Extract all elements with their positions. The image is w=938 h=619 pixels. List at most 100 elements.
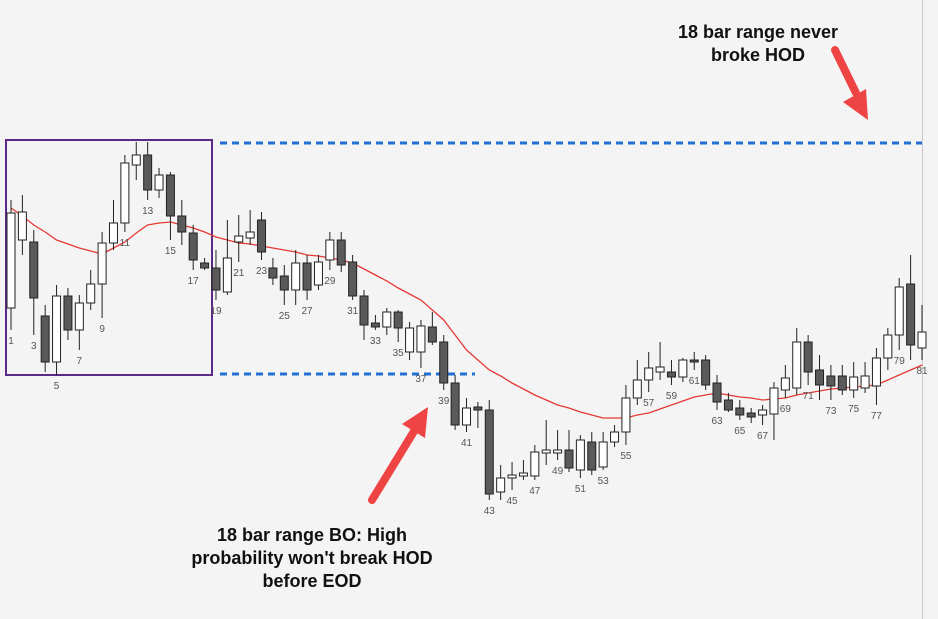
candle-body bbox=[837, 375, 847, 391]
candle-body bbox=[792, 341, 802, 389]
x-tick-label: 75 bbox=[848, 404, 860, 415]
x-tick-label: 9 bbox=[99, 324, 105, 335]
x-tick-label: 81 bbox=[916, 366, 928, 377]
candle-body bbox=[666, 371, 676, 378]
candle-body bbox=[769, 387, 779, 415]
candle-body bbox=[234, 235, 244, 243]
x-tick-label: 19 bbox=[210, 306, 222, 317]
annotation-bottom: 18 bar range BO: High probability won't … bbox=[191, 525, 432, 591]
candle-body bbox=[587, 441, 597, 471]
candle-body bbox=[17, 211, 27, 241]
x-tick-label: 39 bbox=[438, 396, 450, 407]
candle-body bbox=[245, 231, 255, 239]
candle-body bbox=[712, 382, 722, 403]
arrow-shaft bbox=[831, 46, 860, 97]
x-tick-label: 79 bbox=[894, 356, 906, 367]
x-tick-label: 61 bbox=[689, 376, 701, 387]
candle-body bbox=[815, 369, 825, 386]
x-tick-label: 15 bbox=[165, 246, 177, 257]
x-tick-label: 1 bbox=[8, 336, 14, 347]
candle-body bbox=[177, 215, 187, 233]
candle-body bbox=[803, 341, 813, 373]
candle-body bbox=[325, 239, 335, 261]
candle-body bbox=[97, 242, 107, 285]
candle-body bbox=[780, 377, 790, 391]
annotation-line: probability won't break HOD bbox=[191, 548, 432, 568]
candle-body bbox=[370, 322, 380, 328]
candle-body bbox=[200, 262, 210, 269]
candle-body bbox=[40, 315, 50, 363]
annotation-top: 18 bar range never broke HOD bbox=[678, 22, 838, 65]
candle-body bbox=[894, 286, 904, 336]
annotation-line: before EOD bbox=[262, 571, 361, 591]
arrow bbox=[831, 46, 868, 120]
x-tick-label: 29 bbox=[324, 276, 336, 287]
candle-body bbox=[530, 451, 540, 477]
candle-body bbox=[188, 232, 198, 261]
candle-body bbox=[598, 441, 608, 468]
x-tick-label: 17 bbox=[188, 276, 200, 287]
x-tick-label: 47 bbox=[529, 486, 541, 497]
candle-body bbox=[257, 219, 267, 253]
x-tick-label: 37 bbox=[415, 374, 427, 385]
x-tick-label: 55 bbox=[620, 451, 632, 462]
candle-body bbox=[450, 382, 460, 426]
arrow-head bbox=[402, 407, 428, 438]
candle-body bbox=[462, 407, 471, 426]
candle-body bbox=[416, 325, 426, 353]
candle-body bbox=[564, 449, 574, 469]
candle-body bbox=[621, 397, 631, 433]
x-tick-label: 3 bbox=[31, 341, 37, 352]
annotation-line: 18 bar range BO: High bbox=[217, 525, 407, 545]
candle-body bbox=[313, 261, 323, 286]
x-tick-label: 41 bbox=[461, 438, 473, 449]
candle-body bbox=[610, 431, 620, 443]
candle-body bbox=[143, 154, 153, 191]
x-tick-label: 35 bbox=[393, 348, 405, 359]
candle-body bbox=[29, 241, 39, 299]
candle-body bbox=[541, 449, 551, 454]
annotation-line: broke HOD bbox=[711, 45, 805, 65]
candle-body bbox=[575, 439, 585, 471]
x-tick-label: 49 bbox=[552, 466, 564, 477]
candle-body bbox=[849, 376, 859, 391]
candle-body bbox=[359, 295, 369, 326]
x-tick-label: 65 bbox=[734, 426, 746, 437]
candle-body bbox=[222, 257, 232, 293]
x-tick-label: 69 bbox=[780, 404, 792, 415]
x-tick-label: 73 bbox=[825, 406, 837, 417]
candle-body bbox=[701, 359, 711, 386]
candle-body bbox=[6, 212, 16, 309]
x-tick-label: 25 bbox=[279, 311, 291, 322]
candle-body bbox=[689, 359, 699, 363]
candle-body bbox=[63, 295, 73, 331]
candle-body bbox=[883, 334, 893, 359]
candle-body bbox=[291, 262, 301, 291]
x-tick-label: 45 bbox=[506, 496, 518, 507]
candle-body bbox=[268, 267, 278, 279]
candle-body bbox=[553, 449, 563, 454]
candle-body bbox=[382, 311, 392, 328]
x-tick-label: 33 bbox=[370, 336, 382, 347]
candle-body bbox=[735, 407, 745, 416]
arrow bbox=[368, 407, 428, 504]
arrow-head bbox=[843, 89, 868, 120]
candle-body bbox=[427, 326, 437, 343]
candle-body bbox=[108, 222, 118, 244]
candle-body bbox=[678, 359, 688, 378]
candle-body bbox=[518, 472, 528, 477]
candle-body bbox=[120, 162, 130, 224]
candle-body bbox=[484, 409, 494, 495]
x-tick-label: 5 bbox=[54, 381, 60, 392]
annotation-line: 18 bar range never bbox=[678, 22, 838, 42]
candle-body bbox=[405, 327, 415, 353]
candle-body bbox=[723, 399, 733, 411]
x-tick-label: 53 bbox=[598, 476, 610, 487]
x-tick-label: 77 bbox=[871, 411, 883, 422]
candle-body bbox=[655, 366, 665, 373]
x-tick-label: 51 bbox=[575, 484, 587, 495]
candle-body bbox=[758, 409, 768, 416]
